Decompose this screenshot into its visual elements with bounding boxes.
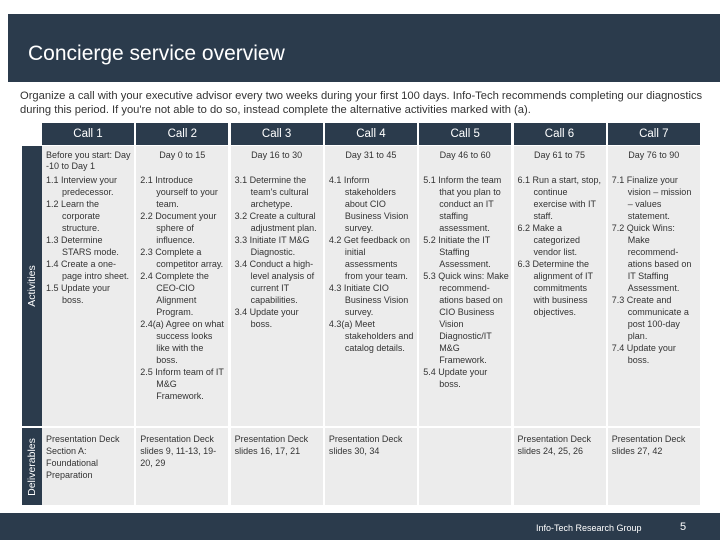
activity-item: 2.3 Complete a competitor array. xyxy=(140,247,224,269)
activities-cell: Day 16 to 30 3.1 Determine the team's cul… xyxy=(230,146,323,426)
slide-header: Concierge service overview xyxy=(0,0,720,82)
activity-item: 7.4 Update your boss. xyxy=(611,343,676,365)
activity-item: 6.2 Make a categorized vendor list. xyxy=(517,223,581,257)
activity-list: 3.1 Determine the team's cultural archet… xyxy=(235,174,321,330)
activity-item: 2.4 Complete the CEO-CIO Alignment Progr… xyxy=(140,271,209,317)
activity-item: 4.2 Get feedback on initial assessments … xyxy=(328,235,410,281)
header-band xyxy=(8,14,720,82)
call-column: Call 4 Day 31 to 45 4.1 Inform stakeholder… xyxy=(324,123,417,505)
activity-item: 7.1 Finalize your vision – mission – val… xyxy=(611,175,692,221)
deliverables-cell: Presentation Deck slides 16, 17, 21 xyxy=(230,428,323,505)
activities-cell: Day 61 to 75 6.1 Run a start, stop, conti… xyxy=(513,146,606,426)
activity-item: 4.1 Inform stakeholders about CIO Busine… xyxy=(328,175,409,233)
footer-brand: Info-Tech Research Group xyxy=(536,523,642,533)
call-column: Call 6 Day 61 to 75 6.1 Run a start, stop,… xyxy=(513,123,606,505)
activity-item: 7.2 Quick Wins: Make recommend-ations ba… xyxy=(611,223,692,293)
activity-item: 6.1 Run a start, stop, continue exercise… xyxy=(517,175,602,221)
call-timing: Day 46 to 60 xyxy=(439,150,491,160)
call-header: Call 4 xyxy=(324,123,417,145)
activities-cell: Day 31 to 45 4.1 Inform stakeholders abou… xyxy=(324,146,417,426)
activity-list: 7.1 Finalize your vision – mission – val… xyxy=(612,174,698,366)
row-label-deliverables: Deliverables xyxy=(22,428,42,505)
deliverables-cell: Presentation Deck slides 24, 25, 26 xyxy=(513,428,606,505)
deliverables-cell: Presentation Deck slides 9, 11-13, 19-20… xyxy=(136,428,229,505)
call-column: Call 1 Before you start: Day -10 to Day 1… xyxy=(42,123,134,505)
activities-cell: Before you start: Day -10 to Day 1 1.1 In… xyxy=(42,146,134,426)
call-timing: Day 31 to 45 xyxy=(345,150,397,160)
call-header: Call 7 xyxy=(607,123,700,145)
activity-item: 7.3 Create and communicate a post 100-da… xyxy=(611,295,689,341)
call-timing: Day 76 to 90 xyxy=(628,150,680,160)
activity-list: 2.1 Introduce yourself to your team. 2.2 … xyxy=(140,174,226,402)
call-table: Call 1 Before you start: Day -10 to Day 1… xyxy=(42,123,700,505)
call-column: Call 7 Day 76 to 90 7.1 Finalize your visi… xyxy=(607,123,700,505)
activity-item: 3.2 Create a cultural adjustment plan. xyxy=(234,211,317,233)
call-timing: Day 61 to 75 xyxy=(533,150,586,160)
activity-item: 3.4 Update your boss. xyxy=(234,307,299,329)
call-column: Call 3 Day 16 to 30 3.1 Determine the team… xyxy=(230,123,323,505)
call-header: Call 3 xyxy=(230,123,323,145)
activity-list: 4.1 Inform stakeholders about CIO Busine… xyxy=(329,174,415,354)
activity-item: 2.5 Inform team of IT M&G Framework. xyxy=(140,367,224,401)
call-column: Call 2 Day 0 to 15 2.1 Introduce yourself … xyxy=(136,123,229,505)
activities-cell: Day 46 to 60 5.1 Inform the team that you… xyxy=(419,146,512,426)
deliverable-text: Presentation Deck slides 30, 34 xyxy=(328,434,403,456)
activity-list: 6.1 Run a start, stop, continue exercise… xyxy=(518,174,604,318)
activity-item: 5.1 Inform the team that you plan to con… xyxy=(423,175,502,233)
activity-item: 1.5 Update your boss. xyxy=(46,283,111,305)
call-header: Call 6 xyxy=(513,123,606,145)
deliverable-text: Presentation Deck slides 27, 42 xyxy=(611,434,686,456)
activity-item: 2.1 Introduce yourself to your team. xyxy=(140,175,218,209)
activity-item: 5.3 Quick wins: Make recommend-ations ba… xyxy=(423,271,509,365)
activity-item: 2.4(a) Agree on what success looks like … xyxy=(140,319,224,365)
activity-item: 3.3 Initiate IT M&G Diagnostic. xyxy=(234,235,310,257)
call-timing: Day 16 to 30 xyxy=(251,150,303,160)
intro-text: Organize a call with your executive advi… xyxy=(20,90,703,116)
deliverable-text: Presentation Deck Section A: Foundationa… xyxy=(46,434,120,480)
deliverables-cell: Presentation Deck Section A: Foundationa… xyxy=(42,428,134,505)
activity-list: 1.1 Interview your predecessor. 1.2 Learn… xyxy=(46,174,132,306)
activity-item: 1.2 Learn the corporate structure. xyxy=(46,199,101,233)
row-label-activities: Activities xyxy=(22,146,42,426)
activities-cell: Day 0 to 15 2.1 Introduce yourself to you… xyxy=(136,146,229,426)
page-number: 5 xyxy=(680,521,687,533)
page-title: Concierge service overview xyxy=(28,42,285,65)
deliverable-text: Presentation Deck slides 24, 25, 26 xyxy=(517,434,592,456)
activity-item: 1.3 Determine STARS mode. xyxy=(46,235,119,257)
deliverable-text: Presentation Deck slides 16, 17, 21 xyxy=(234,434,309,456)
call-timing: Day 0 to 15 xyxy=(159,150,206,160)
activity-item: 3.4 Conduct a high-level analysis of cur… xyxy=(234,259,315,305)
activity-item: 2.2 Document your sphere of influence. xyxy=(140,211,217,245)
activity-item: 4.3(a) Meet stakeholders and catalog det… xyxy=(328,319,414,353)
call-header: Call 2 xyxy=(136,123,229,145)
deliverables-cell xyxy=(419,428,512,505)
activity-item: 4.3 Initiate CIO Business Vision survey. xyxy=(328,283,409,317)
activity-item: 1.4 Create a one-page intro sheet. xyxy=(46,259,130,281)
call-header: Call 5 xyxy=(419,123,512,145)
activities-cell: Day 76 to 90 7.1 Finalize your vision – m… xyxy=(607,146,700,426)
activity-item: 5.4 Update your boss. xyxy=(423,367,488,389)
footer-bar xyxy=(0,513,720,540)
deliverables-cell: Presentation Deck slides 27, 42 xyxy=(607,428,700,505)
activity-item: 5.2 Initiate the IT Staffing Assessment. xyxy=(423,235,491,269)
activity-item: 3.1 Determine the team's cultural archet… xyxy=(234,175,309,209)
deliverables-cell: Presentation Deck slides 30, 34 xyxy=(324,428,417,505)
activity-list: 5.1 Inform the team that you plan to con… xyxy=(423,174,509,390)
activity-item: 6.3 Determine the alignment of IT commit… xyxy=(517,259,593,317)
deliverable-text: Presentation Deck slides 9, 11-13, 19-20… xyxy=(140,434,217,468)
call-header: Call 1 xyxy=(42,123,134,145)
activity-item: 1.1 Interview your predecessor. xyxy=(46,175,118,197)
call-timing: Before you start: Day -10 to Day 1 xyxy=(46,150,131,171)
call-column: Call 5 Day 46 to 60 5.1 Inform the team th… xyxy=(419,123,512,505)
